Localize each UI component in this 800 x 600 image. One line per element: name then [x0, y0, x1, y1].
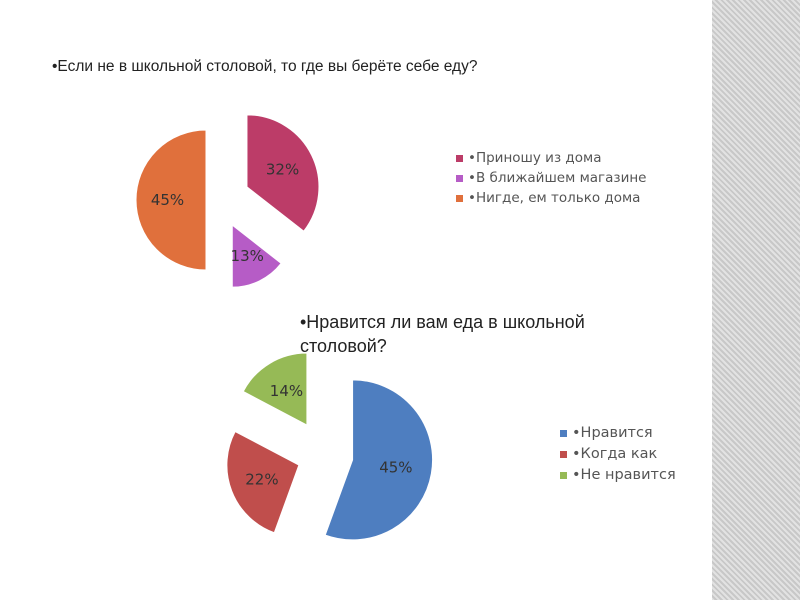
chart-1-title: •Если не в школьной столовой, то где вы …: [52, 58, 478, 75]
legend-swatch: [560, 430, 567, 437]
legend-label: •Нигде, ем только дома: [468, 190, 641, 206]
legend-label: •Приношу из дома: [468, 150, 602, 166]
legend-label: •Когда как: [572, 446, 658, 462]
legend-item: •Когда как: [560, 444, 710, 465]
decorative-side-stripe: [712, 0, 800, 600]
pie-slice: [231, 224, 282, 288]
chart-2-legend: •Нравится •Когда как •Не нравится: [560, 423, 710, 486]
legend-item: •Приношу из дома: [456, 148, 656, 168]
pie-slice: [242, 352, 308, 426]
pie-slice-value-label: 45%: [379, 459, 412, 477]
legend-label: •Не нравится: [572, 467, 676, 483]
pie-slice-value-label: 22%: [245, 470, 278, 488]
pie-slice-value-label: 45%: [151, 191, 184, 209]
pie-slice-value-label: 13%: [231, 247, 264, 265]
legend-label: •Нравится: [572, 425, 653, 441]
legend-swatch: [456, 195, 463, 202]
pie-slice-value-label: 14%: [270, 382, 303, 400]
legend-item: •Нравится: [560, 423, 710, 444]
pie-slice: [324, 379, 434, 541]
legend-item: •Нигде, ем только дома: [456, 188, 656, 208]
legend-swatch: [456, 155, 463, 162]
legend-swatch: [560, 472, 567, 479]
pie-slice-value-label: 32%: [266, 160, 299, 178]
chart-2-title: •Нравится ли вам еда в школьной столовой…: [300, 312, 585, 356]
legend-swatch: [560, 451, 567, 458]
legend-label: •В ближайшем магазине: [468, 170, 647, 186]
legend-swatch: [456, 175, 463, 182]
legend-item: •Не нравится: [560, 465, 710, 486]
pie-slice: [226, 430, 300, 534]
pie-slice: [135, 129, 207, 271]
legend-item: •В ближайшем магазине: [456, 168, 656, 188]
chart-1-legend: •Приношу из дома •В ближайшем магазине •…: [456, 148, 656, 208]
pie-slice: [246, 114, 320, 232]
